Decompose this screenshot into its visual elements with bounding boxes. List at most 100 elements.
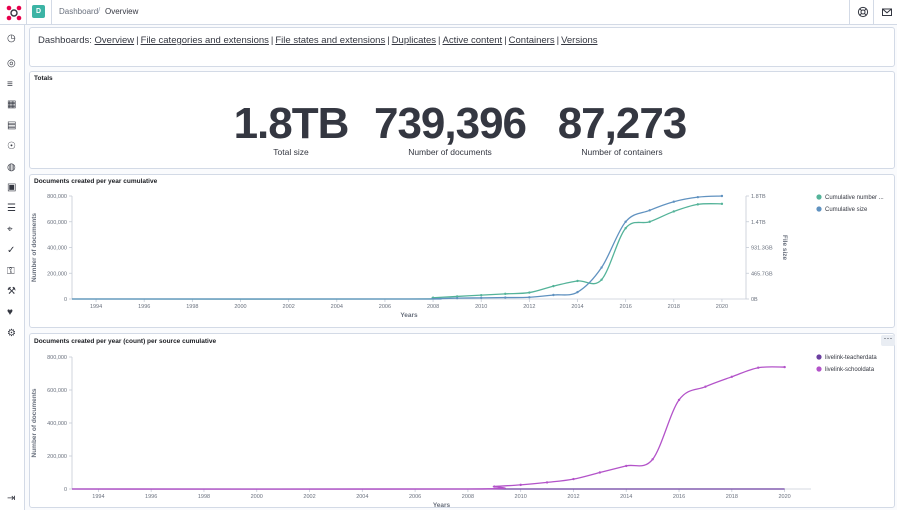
data-point bbox=[730, 375, 734, 378]
x-tick-label: 2002 bbox=[283, 304, 295, 310]
x-tick-label: 2012 bbox=[523, 304, 535, 310]
data-point bbox=[625, 464, 628, 468]
management-icon[interactable]: ⚙ bbox=[7, 328, 16, 339]
x-tick-label: 2014 bbox=[571, 304, 583, 310]
x-tick-label: 1996 bbox=[138, 304, 150, 310]
compass-icon[interactable]: ◎ bbox=[7, 58, 16, 69]
panel-options-button[interactable]: ··· bbox=[881, 334, 895, 346]
x-tick-label: 2020 bbox=[716, 304, 728, 310]
monitoring-icon[interactable]: ♥ bbox=[7, 307, 13, 318]
data-point bbox=[480, 296, 483, 300]
data-point bbox=[757, 366, 760, 369]
link-active-content[interactable]: Active content bbox=[442, 35, 503, 46]
data-point bbox=[696, 195, 700, 199]
siem-icon[interactable]: ⚿ bbox=[7, 266, 15, 277]
x-tick-label: 2004 bbox=[331, 304, 343, 310]
logo-icon[interactable] bbox=[5, 4, 23, 22]
series-line bbox=[71, 195, 722, 300]
legend-swatch bbox=[816, 366, 822, 372]
chart2-title: Documents created per year (count) per s… bbox=[34, 338, 217, 345]
data-point bbox=[672, 200, 675, 203]
metric-total-size: 1.8TB Total size bbox=[212, 102, 370, 158]
canvas-icon[interactable]: ▤ bbox=[7, 120, 17, 131]
data-point bbox=[576, 290, 579, 294]
legend-label: Cumulative number ... bbox=[825, 195, 884, 201]
data-point bbox=[552, 284, 555, 288]
link-duplicates[interactable]: Duplicates bbox=[391, 35, 437, 46]
dashboards-links-panel bbox=[29, 27, 895, 67]
y2-tick-label: 1.4TB bbox=[751, 220, 766, 226]
link-file-categories[interactable]: File categories and extensions bbox=[140, 35, 269, 46]
data-point bbox=[648, 220, 651, 223]
help-icon[interactable] bbox=[857, 6, 869, 18]
maps-icon[interactable]: ☉ bbox=[7, 141, 16, 152]
x-tick-label: 2018 bbox=[668, 304, 680, 310]
data-point bbox=[696, 203, 700, 206]
x-tick-label: 2010 bbox=[515, 494, 527, 500]
infra-icon[interactable]: ▣ bbox=[7, 182, 17, 193]
link-overview[interactable]: Overview bbox=[94, 35, 135, 46]
uptime-icon[interactable]: ✓ bbox=[7, 245, 16, 256]
x-tick-label: 2012 bbox=[567, 494, 579, 500]
x-tick-label: 2008 bbox=[427, 304, 439, 310]
data-point bbox=[720, 194, 724, 198]
apm-icon[interactable]: ⌖ bbox=[7, 224, 13, 235]
top-bar: D Dashboard / Overview bbox=[0, 0, 897, 25]
dashboard-icon[interactable]: ▦ bbox=[7, 99, 17, 110]
data-point bbox=[704, 385, 707, 388]
data-point bbox=[519, 483, 522, 487]
devtools-icon[interactable]: ⚒ bbox=[7, 286, 16, 297]
x-tick-label: 1998 bbox=[198, 494, 210, 500]
metric-value: 739,396 bbox=[373, 99, 527, 148]
y-tick-label: 600,000 bbox=[47, 220, 67, 226]
link-containers[interactable]: Containers bbox=[508, 35, 555, 46]
logs-icon[interactable]: ☰ bbox=[7, 203, 16, 214]
data-point bbox=[677, 398, 681, 402]
legend-swatch bbox=[816, 206, 822, 212]
dashboards-label: Dashboards: bbox=[38, 35, 92, 46]
data-point bbox=[648, 209, 651, 212]
data-point bbox=[552, 293, 555, 297]
y-tick-label: 0 bbox=[64, 297, 67, 303]
data-point bbox=[545, 481, 549, 484]
data-point bbox=[598, 471, 602, 474]
x-tick-label: 2006 bbox=[409, 494, 421, 500]
space-avatar[interactable]: D bbox=[32, 5, 45, 18]
totals-panel bbox=[29, 71, 895, 169]
ml-icon[interactable]: ◍ bbox=[7, 162, 16, 173]
y-tick-label: 800,000 bbox=[47, 355, 67, 361]
x-tick-label: 1996 bbox=[145, 494, 157, 500]
y2-tick-label: 931.3GB bbox=[751, 246, 773, 252]
data-point bbox=[480, 293, 483, 297]
y-tick-label: 400,000 bbox=[47, 246, 67, 252]
y2-axis-title: File size bbox=[781, 235, 788, 261]
visualize-icon[interactable]: ≡ bbox=[7, 79, 13, 90]
y-tick-label: 600,000 bbox=[47, 388, 67, 394]
data-point bbox=[624, 226, 627, 230]
x-tick-label: 2020 bbox=[778, 494, 790, 500]
data-point bbox=[493, 485, 496, 488]
chart1-panel bbox=[29, 174, 895, 328]
metric-value: 87,273 bbox=[557, 99, 688, 148]
data-point bbox=[600, 266, 603, 269]
y-tick-label: 200,000 bbox=[47, 454, 67, 460]
data-point bbox=[624, 220, 627, 223]
metric-number-of-documents: 739,396 Number of documents bbox=[352, 99, 548, 158]
y-tick-label: 0 bbox=[64, 487, 67, 493]
legend-label: Cumulative size bbox=[825, 207, 868, 213]
y-axis-title: Number of documents bbox=[31, 388, 38, 457]
collapse-nav-icon[interactable]: ⇥ bbox=[7, 493, 16, 504]
metric-label: Total size bbox=[273, 147, 309, 157]
x-tick-label: 1994 bbox=[90, 304, 102, 310]
totals-title: Totals bbox=[34, 75, 53, 82]
x-tick-label: 1994 bbox=[92, 494, 104, 500]
data-point bbox=[528, 291, 531, 294]
breadcrumb-dashboard[interactable]: Dashboard bbox=[59, 7, 99, 16]
data-point bbox=[651, 458, 654, 461]
link-file-states[interactable]: File states and extensions bbox=[275, 35, 386, 46]
metric-label: Number of documents bbox=[408, 147, 492, 157]
link-versions[interactable]: Versions bbox=[561, 35, 598, 46]
mail-icon[interactable] bbox=[881, 6, 893, 18]
series-line bbox=[71, 366, 785, 490]
clock-icon[interactable]: ◷ bbox=[7, 33, 16, 44]
